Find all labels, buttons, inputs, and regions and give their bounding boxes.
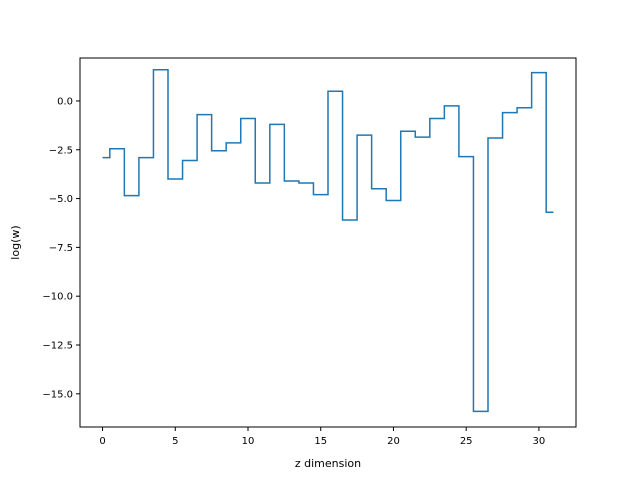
y-tick-label: −10.0 [42, 292, 73, 303]
y-tick-label: −5.0 [49, 194, 73, 205]
x-tick-label: 20 [387, 436, 400, 447]
y-axis-label: log(w) [9, 225, 22, 259]
plot-area-frame [79, 57, 577, 428]
x-tick-label: 30 [533, 436, 546, 447]
y-tick-label: 0.0 [57, 96, 73, 107]
x-tick-label: 0 [99, 436, 105, 447]
y-tick-label: −12.5 [42, 341, 73, 352]
x-tick-label: 15 [314, 436, 327, 447]
y-tick-label: −15.0 [42, 389, 73, 400]
y-tick-label: −7.5 [49, 243, 73, 254]
x-axis-label: z dimension [295, 457, 361, 470]
y-tick-label: −2.5 [49, 145, 73, 156]
x-axis-ticks: 0 5 10 15 20 25 30 [99, 427, 545, 447]
x-tick-label: 10 [242, 436, 255, 447]
x-tick-label: 5 [172, 436, 178, 447]
series-line [102, 68, 554, 413]
x-tick-label: 25 [460, 436, 473, 447]
y-axis-ticks: 0.0 −2.5 −5.0 −7.5 −10.0 −12.5 −15.0 [42, 96, 80, 400]
